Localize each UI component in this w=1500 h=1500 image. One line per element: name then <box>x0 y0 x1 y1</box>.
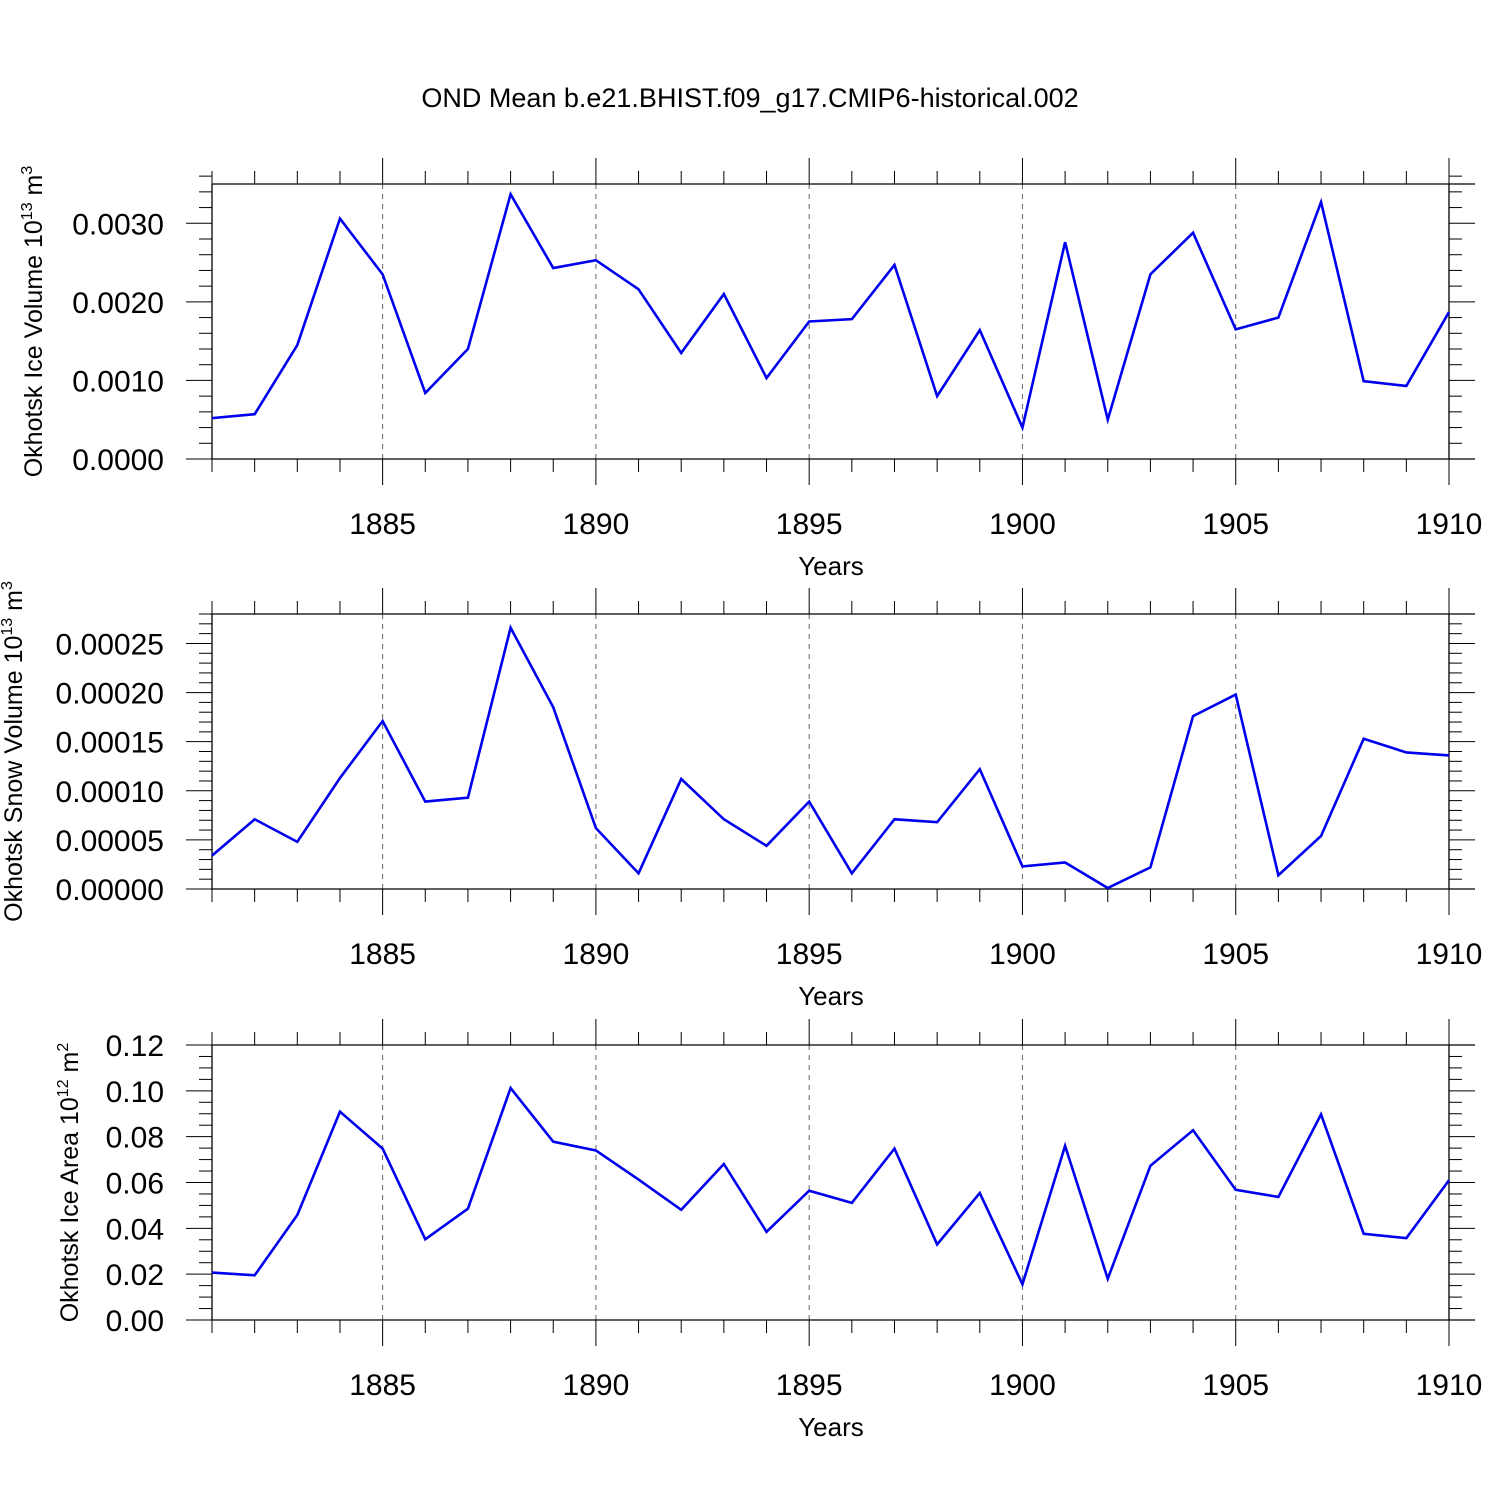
x-tick-label: 1890 <box>563 508 630 541</box>
y-tick-label: 0.00015 <box>56 727 164 760</box>
y-tick-label: 0.00 <box>106 1305 164 1338</box>
x-tick-label: 1890 <box>563 1369 630 1402</box>
x-tick-label: 1885 <box>349 1369 416 1402</box>
y-axis-label: Okhotsk Ice Volume 1013 m3 <box>19 166 48 478</box>
y-axis-label: Okhotsk Snow Volume 1013 m3 <box>0 581 28 922</box>
x-tick-label: 1905 <box>1202 1369 1269 1402</box>
x-tick-label: 1895 <box>776 1369 843 1402</box>
y-tick-label: 0.00020 <box>56 678 164 711</box>
panel-ice-volume: 1885 1890 1895 1900 1905 1910 Years 0.0000 0.001… <box>19 158 1482 581</box>
x-tick-label: 1895 <box>776 508 843 541</box>
y-tick-label: 0.06 <box>106 1168 164 1201</box>
panel-ice-area: 1885 1890 1895 1900 1905 1910 Years 0.00 0.02 0.0… <box>55 1019 1482 1442</box>
y-tick-label: 0.10 <box>106 1076 164 1109</box>
series-line-snow-volume <box>211 624 1450 890</box>
y-tick-label: 0.04 <box>106 1213 164 1246</box>
y-tick-label: 0.0030 <box>72 208 164 241</box>
x-axis-label: Years <box>798 981 864 1011</box>
x-tick-label: 1905 <box>1202 938 1269 971</box>
x-axis-label: Years <box>798 551 864 581</box>
y-tick-label: 0.0000 <box>72 444 164 477</box>
x-axis-label: Years <box>798 1412 864 1442</box>
y-axis-label: Okhotsk Ice Area 1012 m2 <box>55 1043 84 1323</box>
y-tick-label: 0.0020 <box>72 287 164 320</box>
x-tick-label: 1890 <box>563 938 630 971</box>
x-tick-label: 1885 <box>349 508 416 541</box>
y-tick-label: 0.02 <box>106 1259 164 1292</box>
x-tick-label: 1910 <box>1416 938 1483 971</box>
y-tick-label: 0.00000 <box>56 874 164 907</box>
y-tick-label: 0.00025 <box>56 628 164 661</box>
panel-snow-volume: 1885 1890 1895 1900 1905 1910 Years 0.00000 0.00… <box>0 581 1482 1011</box>
x-tick-label: 1895 <box>776 938 843 971</box>
x-tick-label: 1900 <box>989 1369 1056 1402</box>
x-tick-label: 1885 <box>349 938 416 971</box>
y-tick-label: 0.00010 <box>56 776 164 809</box>
figure-title: OND Mean b.e21.BHIST.f09_g17.CMIP6-histo… <box>421 83 1078 113</box>
y-tick-label: 0.12 <box>106 1030 164 1063</box>
x-tick-label: 1905 <box>1202 508 1269 541</box>
x-tick-label: 1910 <box>1416 508 1483 541</box>
y-tick-label: 0.00005 <box>56 825 164 858</box>
x-tick-label: 1900 <box>989 508 1056 541</box>
y-tick-label: 0.0010 <box>72 365 164 398</box>
x-tick-label: 1900 <box>989 938 1056 971</box>
series-line-ice-area <box>211 1085 1451 1288</box>
series-line-ice-volume <box>211 190 1451 432</box>
x-tick-label: 1910 <box>1416 1369 1483 1402</box>
y-tick-label: 0.08 <box>106 1122 164 1155</box>
